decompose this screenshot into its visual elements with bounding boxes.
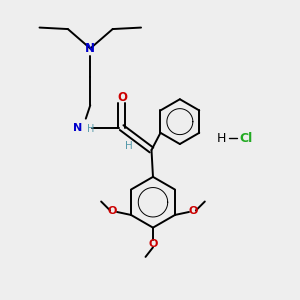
Text: O: O <box>108 206 117 216</box>
Text: N: N <box>85 42 95 55</box>
Text: H: H <box>125 140 133 151</box>
Text: H: H <box>217 132 226 145</box>
Text: N: N <box>73 123 82 133</box>
Text: H: H <box>88 124 95 134</box>
Text: O: O <box>189 206 198 216</box>
Text: O: O <box>117 91 127 103</box>
Text: Cl: Cl <box>239 132 252 145</box>
Text: O: O <box>148 239 158 249</box>
